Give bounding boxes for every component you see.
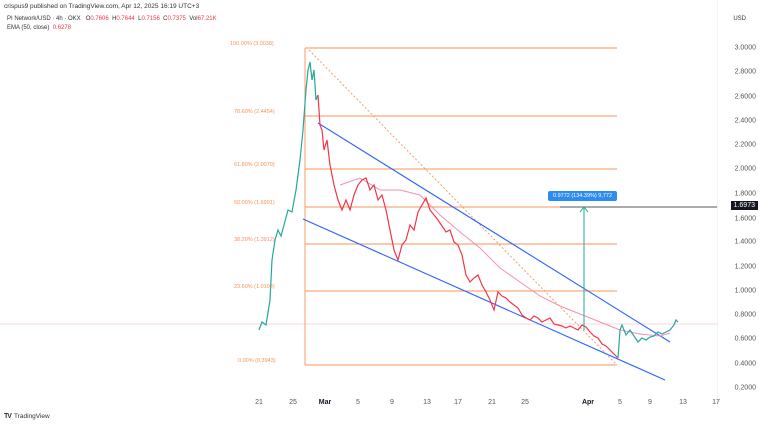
x-tick: 17 bbox=[454, 399, 462, 406]
y-tick: 0.2000 bbox=[734, 384, 756, 392]
falling-wedge[interactable] bbox=[302, 122, 671, 381]
ema-value: 0.6278 bbox=[52, 25, 72, 31]
high-value: 0.7644 bbox=[116, 16, 135, 22]
ema-line bbox=[339, 177, 671, 337]
y-tick: 1.8000 bbox=[734, 190, 756, 198]
y-tick: 1.6000 bbox=[734, 215, 756, 223]
measure-arrow[interactable] bbox=[579, 206, 589, 330]
x-tick: Apr bbox=[581, 399, 595, 406]
x-tick: 5 bbox=[356, 399, 360, 406]
open-value: 0.7606 bbox=[90, 16, 109, 22]
y-tick: 2.6000 bbox=[734, 93, 756, 101]
published-note: crispus9 published on TradingView.com, A… bbox=[4, 3, 200, 10]
low-value: 0.7156 bbox=[141, 16, 160, 22]
x-tick: 5 bbox=[618, 399, 622, 406]
fib-label-618: 61.80% (2.0070) bbox=[234, 162, 275, 168]
close-value: 0.7375 bbox=[167, 16, 186, 22]
fib-label-236: 23.60% (1.0103) bbox=[234, 284, 275, 290]
x-tick: 21 bbox=[488, 399, 496, 406]
y-tick: 1.4000 bbox=[734, 238, 756, 246]
symbol-label: PI Network/USD · 4h · OKX bbox=[7, 16, 81, 22]
brand-label: TradingView bbox=[13, 413, 50, 420]
y-tick: 1.2000 bbox=[734, 263, 756, 271]
x-tick: Mar bbox=[318, 399, 332, 406]
x-tick: 13 bbox=[423, 399, 431, 406]
y-tick: 3.0000 bbox=[734, 44, 756, 52]
x-tick: 25 bbox=[521, 399, 529, 406]
y-tick: 0.4000 bbox=[734, 360, 756, 368]
x-tick: 13 bbox=[679, 399, 687, 406]
measure-label: 0.9772 (134.39%) 9,772 bbox=[548, 191, 618, 201]
price-axis[interactable]: USD 3.0000 2.8000 2.6000 2.4000 2.2000 2… bbox=[717, 0, 768, 407]
price-line-up bbox=[258, 61, 319, 331]
fib-label-50: 50.00% (1.6991) bbox=[234, 200, 275, 206]
ema-row[interactable]: EMA (50, close) 0.6278 bbox=[7, 24, 217, 33]
ema-label: EMA (50, close) bbox=[7, 25, 50, 31]
y-tick: 1.0000 bbox=[734, 287, 756, 295]
fib-label-382: 38.20% (1.3912) bbox=[234, 237, 275, 243]
tradingview-logo[interactable]: TV TradingView bbox=[4, 413, 50, 420]
x-tick: 17 bbox=[712, 399, 720, 406]
x-tick: 21 bbox=[255, 399, 263, 406]
y-tick: 2.2000 bbox=[734, 141, 756, 149]
chart-legend: PI Network/USD · 4h · OKX O0.7606 H0.764… bbox=[7, 15, 217, 33]
currency-label: USD bbox=[733, 16, 746, 22]
y-tick: 2.8000 bbox=[734, 68, 756, 76]
x-tick: 25 bbox=[289, 399, 297, 406]
y-tick: 2.0000 bbox=[734, 165, 756, 173]
x-tick: 9 bbox=[648, 399, 652, 406]
fib-label-786: 78.60% (2.4454) bbox=[234, 109, 275, 115]
y-tick: 2.4000 bbox=[734, 117, 756, 125]
volume-value: 67.21K bbox=[197, 16, 217, 22]
price-line-down bbox=[317, 94, 619, 359]
x-tick: 9 bbox=[390, 399, 394, 406]
y-tick: 0.8000 bbox=[734, 311, 756, 319]
fib-retracement[interactable] bbox=[304, 47, 618, 366]
tradingview-icon: TV bbox=[4, 413, 12, 420]
y-tick: 0.6000 bbox=[734, 335, 756, 343]
symbol-row[interactable]: PI Network/USD · 4h · OKX O0.7606 H0.764… bbox=[7, 16, 217, 22]
price-line-recovery bbox=[617, 318, 679, 359]
price-marker: 1.6973 bbox=[730, 201, 758, 210]
fib-label-0: 0.00% (0.3943) bbox=[238, 358, 276, 364]
fib-label-100: 100.00% (3.0038) bbox=[230, 41, 274, 47]
